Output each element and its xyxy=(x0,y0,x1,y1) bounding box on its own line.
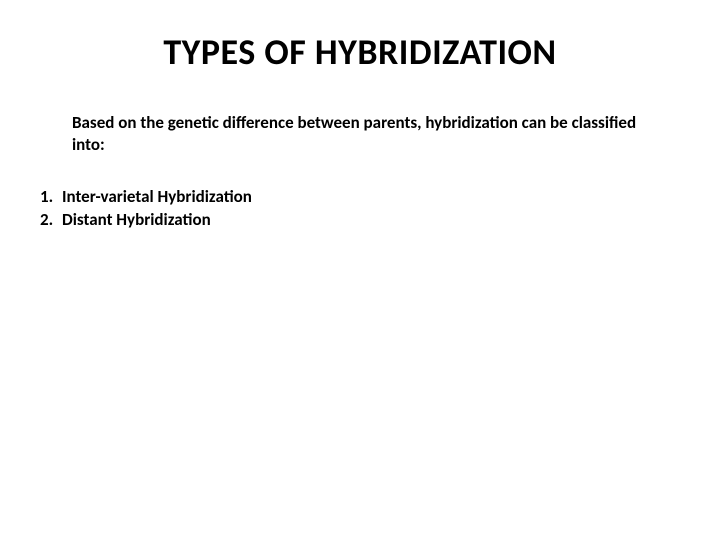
list-number: 1. xyxy=(40,186,62,209)
list-item: 2. Distant Hybridization xyxy=(40,209,700,232)
list-text: Inter-varietal Hybridization xyxy=(62,186,700,209)
slide-title: TYPES OF HYBRIDIZATION xyxy=(20,30,700,74)
list-item: 1. Inter-varietal Hybridization xyxy=(40,186,700,209)
list-text: Distant Hybridization xyxy=(62,209,700,232)
intro-paragraph: Based on the genetic difference between … xyxy=(72,112,660,156)
list-number: 2. xyxy=(40,209,62,232)
ordered-list: 1. Inter-varietal Hybridization 2. Dista… xyxy=(40,186,700,232)
